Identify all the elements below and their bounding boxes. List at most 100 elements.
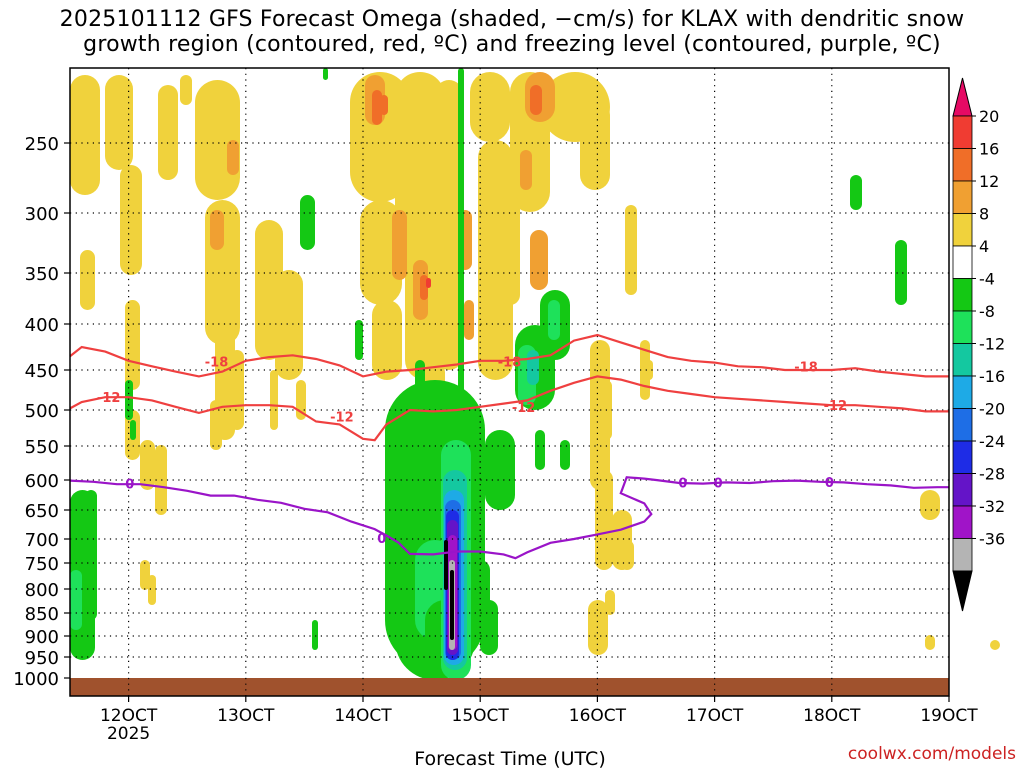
y-tick-label: 500 — [25, 401, 59, 422]
colorbar-swatch — [952, 408, 973, 442]
y-tick-label: 550 — [25, 437, 59, 458]
y-tick-label: 400 — [25, 315, 59, 336]
shade-blob — [925, 635, 935, 650]
shade-blob — [148, 575, 156, 605]
contour-line-0 — [69, 476, 949, 560]
shade-blob — [920, 490, 940, 520]
y-tick-label: 700 — [25, 530, 59, 551]
shade-blob — [535, 430, 545, 470]
y-tick-label: 950 — [25, 648, 59, 669]
x-tick-label: 18OCT — [803, 706, 861, 726]
shade-blob — [485, 430, 515, 510]
shade-blob — [140, 440, 155, 490]
x-axis-title: Forecast Time (UTC) — [414, 748, 605, 768]
shade-blob — [400, 440, 450, 560]
colorbar-swatch — [952, 505, 973, 539]
shade-blob — [300, 195, 315, 250]
colorbar-label: 4 — [979, 237, 989, 256]
shade-blob — [140, 560, 150, 590]
x-tick-label: 17OCT — [686, 706, 744, 726]
colorbar-swatch — [952, 343, 973, 377]
shade-blob — [850, 175, 862, 210]
colorbar-swatch — [952, 115, 973, 149]
shade-blob — [520, 150, 532, 190]
x-tick-label: 14OCT — [334, 706, 392, 726]
shade-blob — [595, 470, 613, 570]
colorbar-label: 12 — [979, 172, 999, 191]
x-tick-label: 12OCT — [100, 706, 158, 726]
shade-blob — [530, 230, 548, 290]
shade-blob — [620, 540, 634, 570]
contour-label--12: -12 — [512, 401, 536, 416]
contour-label--18: -18 — [205, 356, 229, 371]
contour-label--12: -12 — [330, 410, 354, 425]
colorbar-swatch — [952, 148, 973, 182]
omega-shading-layer — [70, 68, 1000, 680]
shade-core — [444, 540, 448, 590]
colorbar-label: -20 — [979, 400, 1005, 419]
colorbar-swatch — [952, 278, 973, 312]
colorbar-swatch — [952, 375, 973, 409]
x-tick-label: 19OCT — [920, 706, 978, 726]
shade-blob — [120, 165, 142, 275]
colorbar-label: -4 — [979, 270, 995, 289]
shade-blob — [560, 440, 570, 470]
ground-below-surface — [70, 678, 949, 696]
x-tick-label: 16OCT — [569, 706, 627, 726]
colorbar-label: -24 — [979, 432, 1005, 451]
shade-blob — [395, 72, 445, 237]
colorbar-label: 16 — [979, 140, 999, 159]
colorbar-swatch — [952, 473, 973, 507]
shade-blob — [645, 360, 653, 380]
shade-blob — [380, 95, 388, 115]
source-credit: coolwx.com/models — [847, 744, 1016, 764]
y-tick-label: 750 — [25, 554, 59, 575]
contour-label--18: -18 — [794, 360, 818, 375]
shade-blob — [270, 370, 278, 430]
y-tick-label: 900 — [25, 627, 59, 648]
shade-blob — [80, 250, 95, 310]
contour-label--18: -18 — [498, 356, 522, 371]
shade-blob — [530, 85, 542, 115]
shade-blob — [105, 75, 133, 170]
y-tick-label: 850 — [25, 604, 59, 625]
contour-label--12: -12 — [97, 391, 121, 406]
shade-blob — [415, 360, 425, 410]
shade-blob — [605, 590, 615, 615]
chart-title-line2: growth region (contoured, red, ºC) and f… — [83, 32, 941, 57]
shade-blob — [360, 200, 402, 305]
contour-line--12 — [69, 375, 949, 442]
shade-blob — [227, 140, 239, 175]
shade-blob — [85, 490, 97, 620]
shade-blob — [990, 640, 1000, 650]
y-tick-label: 600 — [25, 471, 59, 492]
y-tick-label: 300 — [25, 204, 59, 225]
contour-label-0: 0 — [825, 476, 834, 491]
shade-blob — [125, 300, 140, 390]
grid-lines — [70, 68, 949, 696]
shade-blob — [158, 85, 178, 180]
shade-blob — [323, 68, 328, 80]
colorbar-label: 8 — [979, 205, 989, 224]
shade-blob — [70, 570, 82, 630]
x-tick-sublabel: 2025 — [107, 724, 150, 744]
contour-label-0: 0 — [377, 532, 386, 547]
contour-label-0: 0 — [678, 476, 687, 491]
colorbar-label: -12 — [979, 335, 1005, 354]
shade-blob — [210, 210, 224, 250]
shade-blob — [75, 130, 95, 190]
y-tick-label: 650 — [25, 501, 59, 522]
y-tick-label: 450 — [25, 361, 59, 382]
x-tick-label: 13OCT — [217, 706, 275, 726]
shade-blob — [470, 72, 510, 142]
shade-blob — [426, 278, 431, 288]
colorbar-swatch — [952, 213, 973, 247]
shade-blob — [275, 270, 303, 380]
colorbar-swatch — [952, 180, 973, 214]
colorbar-label: 20 — [979, 107, 999, 126]
colorbar-swatch — [952, 245, 973, 279]
x-tick-label: 15OCT — [452, 706, 510, 726]
contour-line--18 — [69, 333, 949, 378]
shade-blob — [392, 210, 407, 280]
